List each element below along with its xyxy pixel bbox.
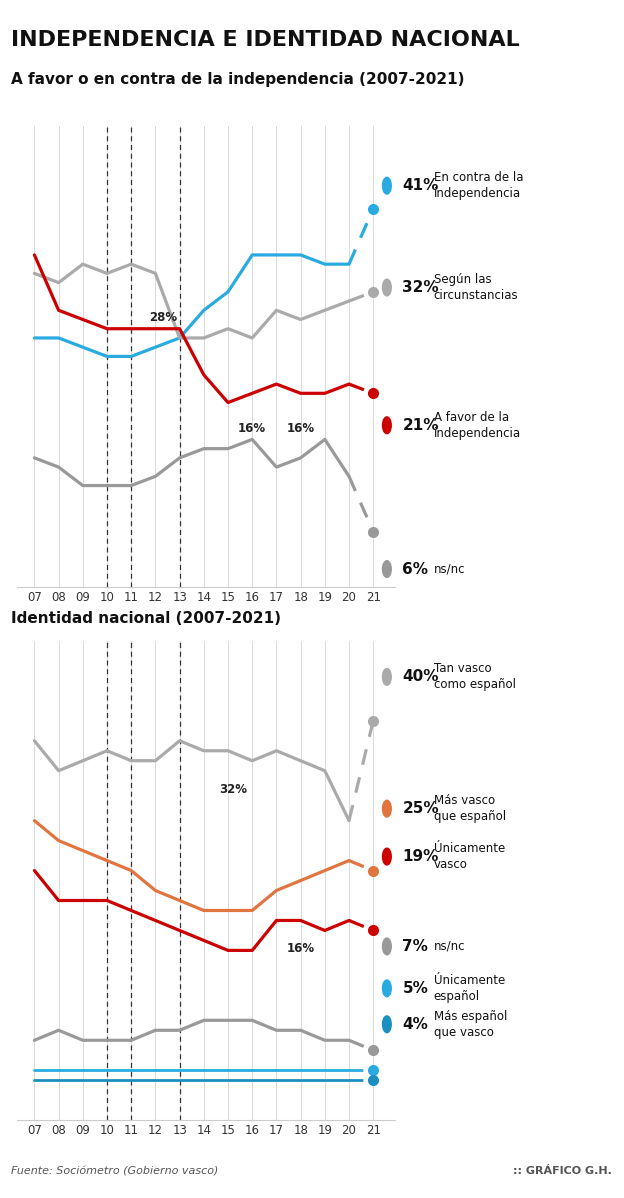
Text: En contra de la
independencia: En contra de la independencia [434,171,523,200]
Text: 21%: 21% [402,418,439,432]
Text: Identidad nacional (2007-2021): Identidad nacional (2007-2021) [11,611,281,627]
Text: 6%: 6% [402,562,429,576]
Text: A favor o en contra de la independencia (2007-2021): A favor o en contra de la independencia … [11,72,465,87]
Text: 19%: 19% [402,849,439,864]
Text: Fuente: Sociómetro (Gobierno vasco): Fuente: Sociómetro (Gobierno vasco) [11,1167,218,1176]
Text: :: GRÁFICO G.H.: :: GRÁFICO G.H. [513,1167,612,1176]
Text: Únicamente
vasco: Únicamente vasco [434,842,505,871]
Text: 16%: 16% [286,943,314,956]
Text: 16%: 16% [238,422,266,435]
Text: ns/nc: ns/nc [434,563,465,575]
Text: 40%: 40% [402,670,439,684]
Text: 4%: 4% [402,1017,428,1031]
Text: 28%: 28% [149,311,177,325]
Text: 16%: 16% [286,422,314,435]
Text: ns/nc: ns/nc [434,940,465,952]
Text: A favor de la
independencia: A favor de la independencia [434,411,521,440]
Text: Más español
que vasco: Más español que vasco [434,1010,507,1039]
Text: Según las
circunstancias: Según las circunstancias [434,273,519,302]
Text: 32%: 32% [402,280,439,295]
Text: 41%: 41% [402,179,439,193]
Text: 25%: 25% [402,801,439,816]
Text: Más vasco
que español: Más vasco que español [434,794,506,823]
Text: INDEPENDENCIA E IDENTIDAD NACIONAL: INDEPENDENCIA E IDENTIDAD NACIONAL [11,30,520,50]
Text: 32%: 32% [220,782,247,795]
Text: 5%: 5% [402,981,428,996]
Text: Únicamente
español: Únicamente español [434,974,505,1003]
Text: 7%: 7% [402,939,428,954]
Text: Tan vasco
como español: Tan vasco como español [434,662,515,691]
